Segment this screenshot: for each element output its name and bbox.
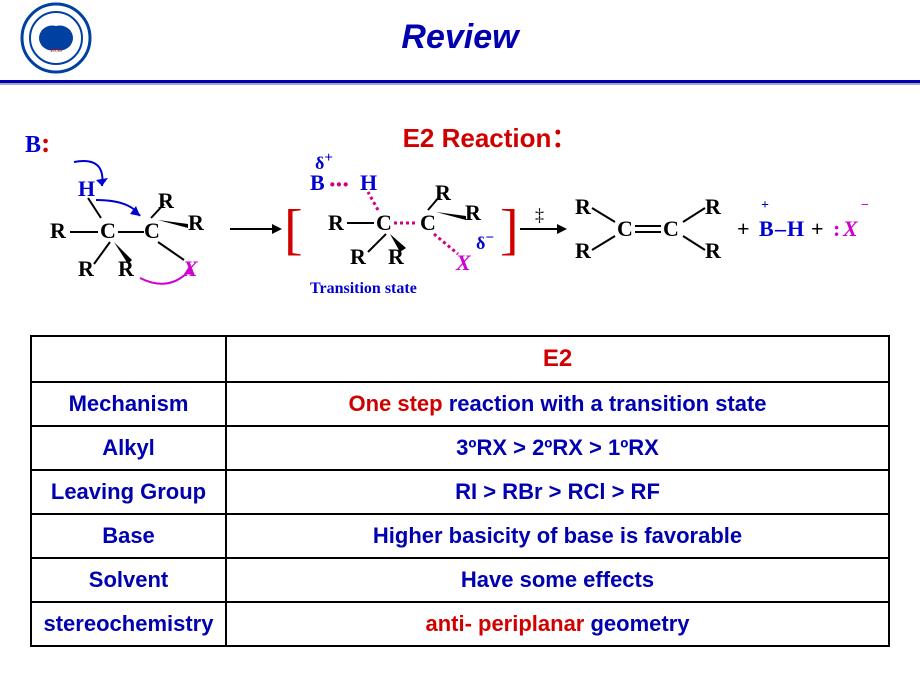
bracket-right: ]: [500, 198, 519, 262]
row-val-stereo: anti- periplanar geometry: [226, 602, 889, 646]
product-structure: R R R R C C + B + – H + : X −: [565, 190, 905, 280]
prod-b: B: [759, 216, 774, 242]
arrow-to-ts: [230, 228, 280, 230]
table-row: Leaving Group RI > RBr > RCl > RF: [31, 470, 889, 514]
reactant-bonds: [30, 160, 240, 300]
row-val-lg: RI > RBr > RCl > RF: [226, 470, 889, 514]
plus2: +: [811, 216, 824, 242]
prod-x: X: [843, 216, 858, 242]
reactant-structure: H R R R R R X C C: [30, 160, 240, 290]
ts-label: Transition state: [310, 280, 417, 298]
transition-state-symbol: ‡: [535, 205, 544, 226]
header-rule: [0, 80, 920, 83]
plus1: +: [737, 216, 750, 242]
prod-dash: –: [775, 216, 786, 242]
table-row: Alkyl 3ºRX > 2ºRX > 1ºRX: [31, 426, 889, 470]
table-row: Mechanism One step reaction with a trans…: [31, 382, 889, 426]
row-label-solvent: Solvent: [31, 558, 226, 602]
table-row: stereochemistry anti- periplanar geometr…: [31, 602, 889, 646]
table-row: Base Higher basicity of base is favorabl…: [31, 514, 889, 558]
transition-state-structure: δ+ B ··· H R R R R R X δ− C C: [280, 150, 530, 300]
university-logo: 1953: [20, 2, 92, 74]
row-label-stereo: stereochemistry: [31, 602, 226, 646]
page-title: Review: [0, 0, 920, 57]
th-blank: [31, 336, 226, 382]
svg-text:1953: 1953: [50, 48, 62, 54]
ts-bonds: [280, 150, 520, 290]
row-val-solvent: Have some effects: [226, 558, 889, 602]
prod-x-charge: −: [861, 198, 869, 214]
e2-summary-table: E2 Mechanism One step reaction with a tr…: [30, 335, 890, 647]
table-row: Solvent Have some effects: [31, 558, 889, 602]
prod-h: H: [787, 216, 804, 242]
th-e2: E2: [226, 336, 889, 382]
row-label-base: Base: [31, 514, 226, 558]
row-val-alkyl: 3ºRX > 2ºRX > 1ºRX: [226, 426, 889, 470]
arrow-to-product: [520, 228, 565, 230]
row-label-alkyl: Alkyl: [31, 426, 226, 470]
prod-b-charge: +: [761, 198, 769, 214]
row-val-base: Higher basicity of base is favorable: [226, 514, 889, 558]
row-val-mechanism: One step reaction with a transition stat…: [226, 382, 889, 426]
row-label-lg: Leaving Group: [31, 470, 226, 514]
prod-bonds: [565, 190, 745, 270]
row-label-mechanism: Mechanism: [31, 382, 226, 426]
prod-x-lp: :: [833, 216, 840, 242]
mechanism-diagram: H R R R R R X C C [ δ+ B ···: [10, 150, 910, 320]
